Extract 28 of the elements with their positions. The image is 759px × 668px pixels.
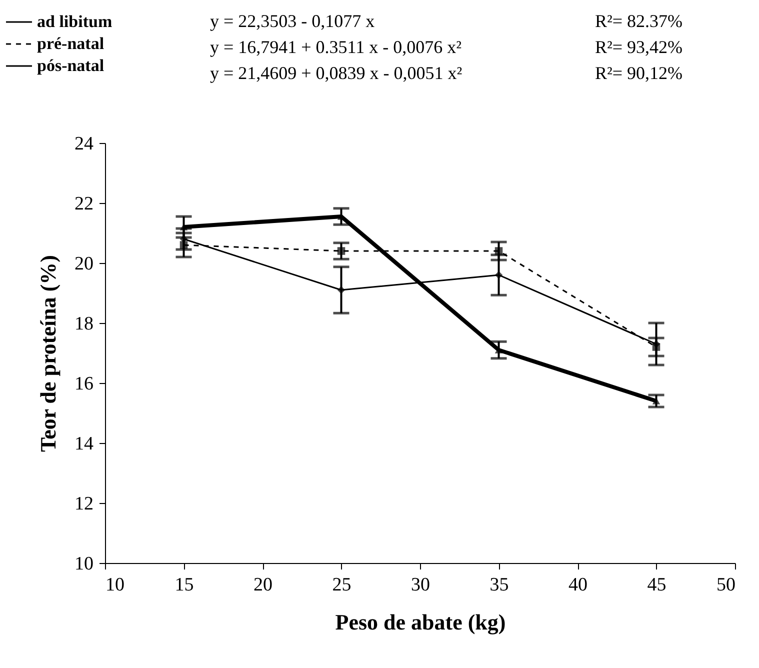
legend-label: ad libitum	[37, 12, 112, 31]
y-tick-label: 18	[74, 314, 94, 334]
x-tick-label: 10	[106, 574, 124, 596]
text: y = 16,7941 + 0.3511 x - 0,0076 x²	[210, 37, 462, 57]
x-tick-label: 15	[174, 574, 194, 596]
text: R²= 93,42%	[595, 37, 683, 57]
y-tick-label: 14	[74, 434, 94, 454]
x-tick-label: 50	[716, 574, 736, 596]
x-axis-title: Peso de abate (kg)	[335, 610, 506, 634]
y-tick-label: 10	[74, 554, 94, 574]
x-tick-label: 30	[411, 574, 430, 596]
x-tick-label: 20	[254, 574, 272, 596]
x-tick-label: 35	[490, 574, 509, 596]
y-tick-label: 12	[74, 494, 94, 514]
y-tick-label: 22	[74, 194, 94, 214]
text: R²= 90,12%	[595, 63, 683, 83]
y-tick-label: 20	[74, 254, 94, 274]
text: y = 22,3503 - 0,1077 x	[210, 11, 375, 31]
x-tick-label: 25	[332, 574, 352, 596]
x-tick-label: 40	[568, 574, 588, 596]
legend-label: pré-natal	[37, 34, 104, 53]
text: y = 21,4609 + 0,0839 x - 0,0051 x²	[210, 63, 462, 83]
x-tick-label: 45	[647, 574, 666, 596]
y-axis-title: Teor de proteína (%)	[36, 255, 60, 452]
y-tick-label: 24	[74, 134, 94, 154]
legend-label: pós-natal	[37, 56, 104, 75]
text: R²= 82.37%	[595, 11, 683, 31]
y-tick-label: 16	[74, 374, 94, 394]
